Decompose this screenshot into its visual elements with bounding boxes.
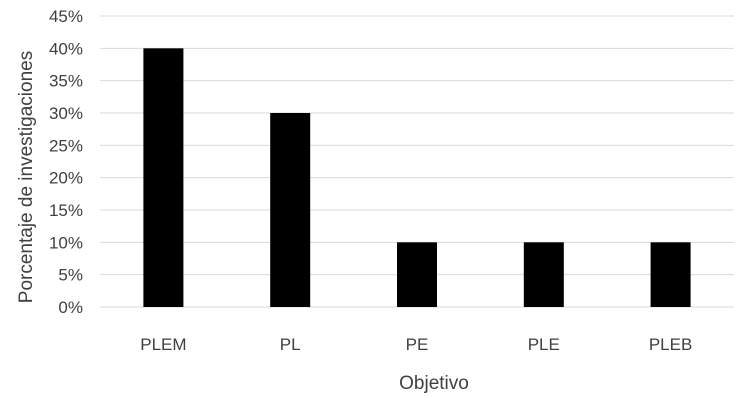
y-axis-ticks: 0% 5% 10% 15% 20% 25% 30% 35% 40% 45% <box>49 7 83 317</box>
y-axis-title: Porcentaje de investigaciones <box>16 51 37 303</box>
bar-pleb <box>650 242 691 307</box>
bar-pl <box>270 113 311 307</box>
y-tick-label: 20% <box>49 169 83 188</box>
y-tick-label: 5% <box>58 266 83 285</box>
y-tick-label: 10% <box>49 233 83 252</box>
bar-plem <box>143 48 184 307</box>
y-tick-label: 35% <box>49 72 83 91</box>
x-axis-title: Objetivo <box>399 373 469 394</box>
y-tick-label: 40% <box>49 39 83 58</box>
bar-pe <box>397 242 437 307</box>
x-tick-label-pe: PE <box>406 335 429 354</box>
y-tick-label: 45% <box>49 7 83 26</box>
x-tick-label-pl: PL <box>280 335 301 354</box>
y-tick-label: 30% <box>49 104 83 123</box>
x-tick-label-plem: PLEM <box>140 335 186 354</box>
bar-ple <box>523 242 564 307</box>
gridlines <box>100 15 734 308</box>
y-tick-label: 25% <box>49 136 83 155</box>
x-axis-ticks: PLEM PL PE PLE PLEB <box>140 335 692 354</box>
y-tick-label: 0% <box>58 298 83 317</box>
bars <box>143 48 691 307</box>
x-tick-label-pleb: PLEB <box>649 335 692 354</box>
y-tick-label: 15% <box>49 201 83 220</box>
x-tick-label-ple: PLE <box>528 335 560 354</box>
